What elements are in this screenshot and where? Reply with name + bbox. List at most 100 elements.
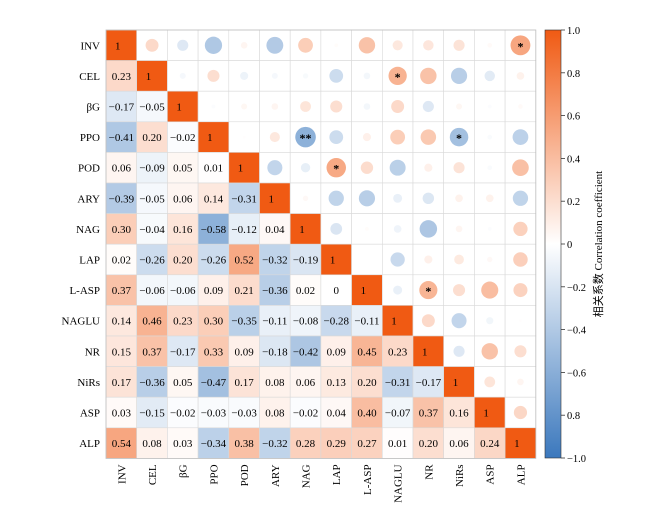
cell-value-label: 1 [299,224,305,236]
colorbar-tick-label: 0 [567,240,572,251]
correlation-circle [358,190,376,207]
colorbar-tick-label: −0.2 [567,283,586,294]
cell-value-label: 0.45 [357,346,377,358]
heatmap-cell [136,182,168,214]
cell-value-label: 0.20 [142,132,162,144]
correlation-circle [393,285,403,295]
cell-value-label: 0.06 [449,438,469,450]
heatmap-cell [320,243,352,276]
correlation-circle [514,345,527,358]
heatmap-cell [197,274,230,306]
correlation-circle [419,281,438,300]
cell-value-label: −0.04 [139,224,165,236]
heatmap-cell [136,90,168,123]
correlation-circle [486,317,494,325]
heatmap-cell [381,366,414,398]
heatmap-cell [105,60,138,92]
cell-value-label: 1 [176,102,182,114]
correlation-circle [204,36,223,54]
cell-value-label: 1 [361,285,367,297]
colorbar-tick-label: 0.4 [567,154,581,165]
cell-value-label: −0.19 [293,255,319,267]
column-label: INV [116,464,128,484]
correlation-circle [481,281,499,299]
correlation-circle [424,255,433,264]
cell-value-label: 0.15 [112,346,132,358]
heatmap-cell [167,243,199,276]
cell-value-label: −0.32 [262,255,287,267]
heatmap-cell [167,396,199,429]
colorbar-tick-label: 0.6 [567,112,580,123]
heatmap-cell [105,427,138,459]
cell-value-label: −0.07 [385,408,411,420]
heatmap-cell [136,274,168,306]
cell-value-label: 0.20 [357,377,377,389]
cell-value-label: 0.03 [112,408,132,420]
column-label: PPO [208,464,220,484]
cell-value-label: −0.28 [324,316,350,328]
cell-value-label: −0.42 [293,346,318,358]
significance-mark: * [517,39,523,53]
column-label: POD [239,464,251,486]
correlation-circle [451,313,467,329]
cell-value-label: −0.09 [139,163,165,175]
row-label: LAP [79,255,100,267]
correlation-circle [242,135,246,139]
heatmap-cell [289,274,322,306]
correlation-circle [453,39,465,51]
cell-value-label: 0.08 [265,377,285,389]
correlation-circle [391,100,405,113]
cell-value-label: −0.31 [385,377,410,389]
correlation-circle [422,192,435,205]
correlation-circle [516,72,525,80]
cell-value-label: 0.46 [142,316,162,328]
colorbar-tick-label: −0.6 [567,368,586,379]
heatmap-cell [289,213,322,245]
heatmap-cell [105,182,138,214]
column-label: NAG [301,464,313,488]
correlation-circle [177,39,189,51]
heatmap-cell [167,182,199,214]
correlation-circle [450,67,468,84]
correlation-circle [363,103,371,110]
column-label: CEL [147,464,159,485]
correlation-circle [360,161,374,174]
cell-value-label: −0.17 [416,377,442,389]
correlation-circle [487,226,492,231]
correlation-circle [424,163,433,172]
cell-value-label: −0.06 [170,285,196,297]
correlation-circle [456,103,463,110]
heatmap-cell [259,396,291,429]
cell-value-label: 0.37 [142,346,162,358]
correlation-circle [454,254,464,265]
cell-value-label: 0.37 [419,408,439,420]
heatmap-cell [320,305,352,337]
correlation-circle [207,69,220,82]
cell-value-label: 0.23 [173,316,193,328]
cell-value-label: 0.37 [112,285,132,297]
correlation-circle [481,343,498,360]
cell-value-label: 0 [334,285,340,297]
correlation-circle [271,72,278,79]
heatmap-cell [320,274,352,306]
cell-value-label: 0.21 [235,285,254,297]
colorbar: 1.0 0.8 0.6 0.4 0.2 0 −0.2 −0.4 −0.6 0.8 −1.0 相关系数… [544,26,605,465]
cell-value-label: −0.15 [139,408,165,420]
correlation-circle [330,223,343,235]
colorbar-tick-label: 0.8 [567,411,580,422]
heatmap-cell [167,152,199,184]
correlation-circle [326,157,346,178]
heatmap-cell [228,213,260,245]
heatmap-cell [105,366,138,398]
correlation-circle [179,72,186,79]
heatmap-cell [228,305,260,337]
correlation-circle [334,43,339,48]
heatmap-cell [381,396,414,429]
cell-value-label: 0.33 [204,346,224,358]
correlation-circle [211,104,216,109]
correlation-circle [420,129,437,145]
correlation-circle [487,134,493,140]
colorbar-title: 相关系数 Correlation coefficient [591,171,605,317]
cell-value-label: 0.09 [204,285,224,297]
cell-value-label: 1 [207,132,213,144]
